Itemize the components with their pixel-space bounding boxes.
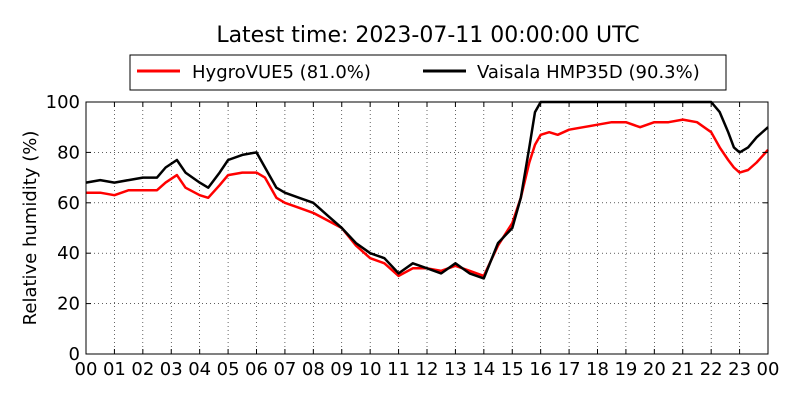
x-tick-label: 17 [558,359,581,380]
x-tick-label: 00 [757,359,780,380]
y-tick-label: 60 [57,193,80,214]
x-tick-label: 12 [416,359,439,380]
x-tick-label: 18 [586,359,609,380]
x-tick-label: 21 [671,359,694,380]
x-tick-label: 01 [103,359,126,380]
chart-title: Latest time: 2023-07-11 00:00:00 UTC [216,23,639,48]
x-tick-label: 08 [302,359,325,380]
series-line-hygrovue [86,118,769,278]
x-tick-label: 07 [273,359,296,380]
y-tick-label: 80 [57,142,80,163]
legend: HygroVUE5 (81.0%) Vaisala HMP35D (90.3%) [129,54,727,91]
y-tick-label: 100 [46,92,80,113]
x-tick-label: 13 [444,359,467,380]
x-tick-label: 03 [160,359,183,380]
y-tick-label: 20 [57,294,80,315]
x-tick-label: 20 [643,359,666,380]
x-tick-label: 05 [217,359,240,380]
grid-lines [86,102,768,354]
x-tick-label: 06 [245,359,268,380]
axis-ticks: 00 01 02 03 04 05 06 07 08 09 10 11 12 13 14 15 16 17 18 19… [46,92,780,380]
legend-label-hygrovue: HygroVUE5 (81.0%) [192,62,371,83]
x-tick-label: 14 [472,359,495,380]
x-tick-label: 04 [188,359,211,380]
legend-label-vaisala: Vaisala HMP35D (90.3%) [477,62,700,83]
x-tick-label: 16 [529,359,552,380]
x-tick-label: 02 [131,359,154,380]
y-tick-label: 0 [69,344,80,365]
x-tick-label: 22 [700,359,723,380]
y-tick-label: 40 [57,243,80,264]
plot-area-frame [85,101,769,355]
x-tick-label: 23 [728,359,751,380]
x-tick-label: 11 [387,359,410,380]
x-tick-label: 09 [330,359,353,380]
x-tick-label: 19 [614,359,637,380]
x-tick-label: 00 [75,359,98,380]
x-tick-label: 10 [359,359,382,380]
x-tick-label: 15 [501,359,524,380]
y-axis-label: Relative humidity (%) [20,131,41,326]
